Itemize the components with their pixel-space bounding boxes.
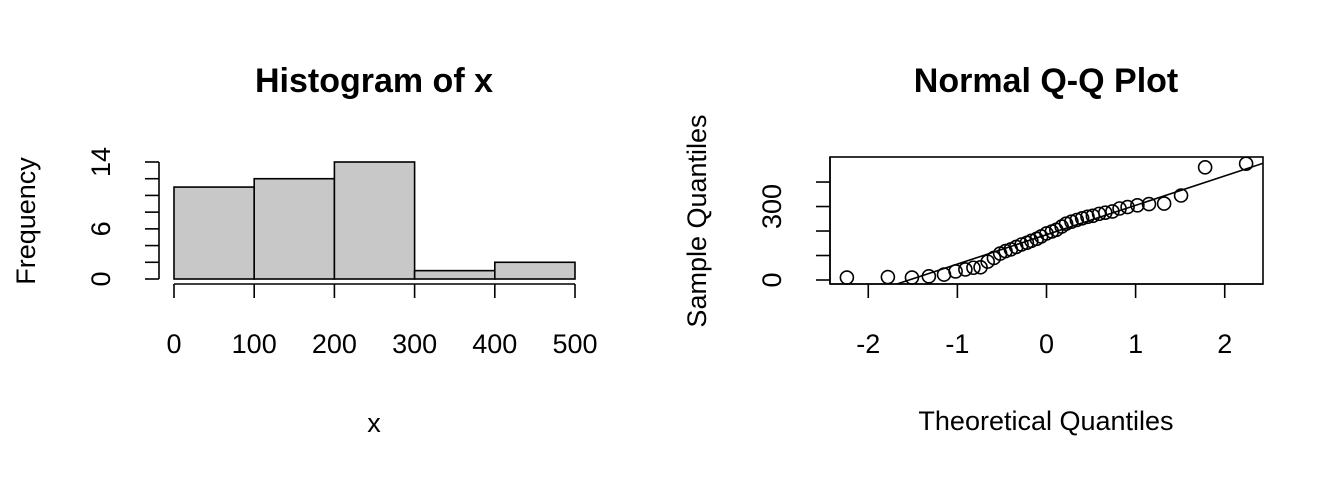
histogram-x-axis: 0 100 200 300 400 500: [166, 283, 598, 359]
qq-point-27: [1074, 210, 1090, 226]
histogram-bars: [173, 161, 576, 280]
qq-x-axis: -2 -1 0 1 2: [830, 283, 1263, 359]
qq-point-7: [966, 260, 981, 276]
histogram-x-tick-label-5: 500: [552, 329, 597, 359]
qq-x-tick-label-0: -2: [856, 329, 880, 359]
qq-point-1: [880, 269, 896, 285]
qq-y-axis: 0 300: [757, 157, 831, 288]
qq-point-34: [1120, 199, 1135, 215]
histogram-y-label: Frequency: [11, 157, 41, 285]
qq-y-tick-label-1: 300: [757, 184, 787, 229]
qq-point-37: [1156, 196, 1172, 211]
histogram-x-tick-label-0: 0: [166, 329, 181, 359]
histogram-x-label: x: [367, 408, 381, 438]
qq-point-6: [958, 262, 973, 277]
histogram-x-tick-label-2: 200: [312, 329, 357, 359]
qq-points: [839, 156, 1254, 285]
qq-point-3: [921, 269, 937, 284]
histogram-bar-3: [413, 269, 496, 280]
qq-x-tick-label-2: 0: [1039, 329, 1054, 359]
qq-point-31: [1098, 205, 1113, 220]
histogram-y-axis: 0 6 14: [86, 147, 160, 287]
qq-point-35: [1130, 198, 1145, 213]
histogram-title: Histogram of x: [255, 62, 493, 100]
qq-x-tick-label-4: 2: [1217, 329, 1232, 359]
histogram-bar-4: [493, 261, 576, 280]
histogram-panel: Histogram of x 0 100 200 300 400 500 0 6 14 x F…: [11, 62, 598, 438]
qq-plot-box: [829, 156, 1264, 285]
qq-point-36: [1141, 196, 1157, 212]
histogram-y-tick-label-1: 6: [86, 221, 116, 236]
histogram-x-tick-label-4: 400: [472, 329, 517, 359]
qq-point-5: [948, 264, 963, 279]
qq-x-tick-label-1: -1: [945, 329, 969, 359]
histogram-bar-2: [333, 161, 416, 280]
qq-point-32: [1105, 204, 1120, 219]
histogram-x-tick-label-3: 300: [392, 329, 437, 359]
qq-point-0: [839, 270, 855, 285]
qq-point-40: [1238, 156, 1254, 171]
qq-point-39: [1197, 160, 1213, 175]
histogram-bar-0: [173, 186, 255, 280]
histogram-x-tick-label-1: 100: [232, 329, 277, 359]
qq-point-33: [1112, 201, 1127, 216]
qq-title: Normal Q-Q Plot: [914, 62, 1178, 100]
qq-y-label: Sample Quantiles: [682, 114, 712, 327]
qq-x-label: Theoretical Quantiles: [918, 406, 1173, 436]
qq-point-38: [1173, 188, 1189, 203]
qq-y-tick-label-0: 0: [757, 272, 787, 287]
histogram-y-tick-label-0: 0: [86, 271, 116, 286]
qq-plot-panel: Normal Q-Q Plot -2 -1 0 1 2 0 300 Theoretical…: [682, 62, 1264, 436]
histogram-y-tick-label-2: 14: [86, 147, 116, 177]
qq-x-tick-label-3: 1: [1128, 329, 1143, 359]
histogram-bar-1: [253, 177, 336, 280]
